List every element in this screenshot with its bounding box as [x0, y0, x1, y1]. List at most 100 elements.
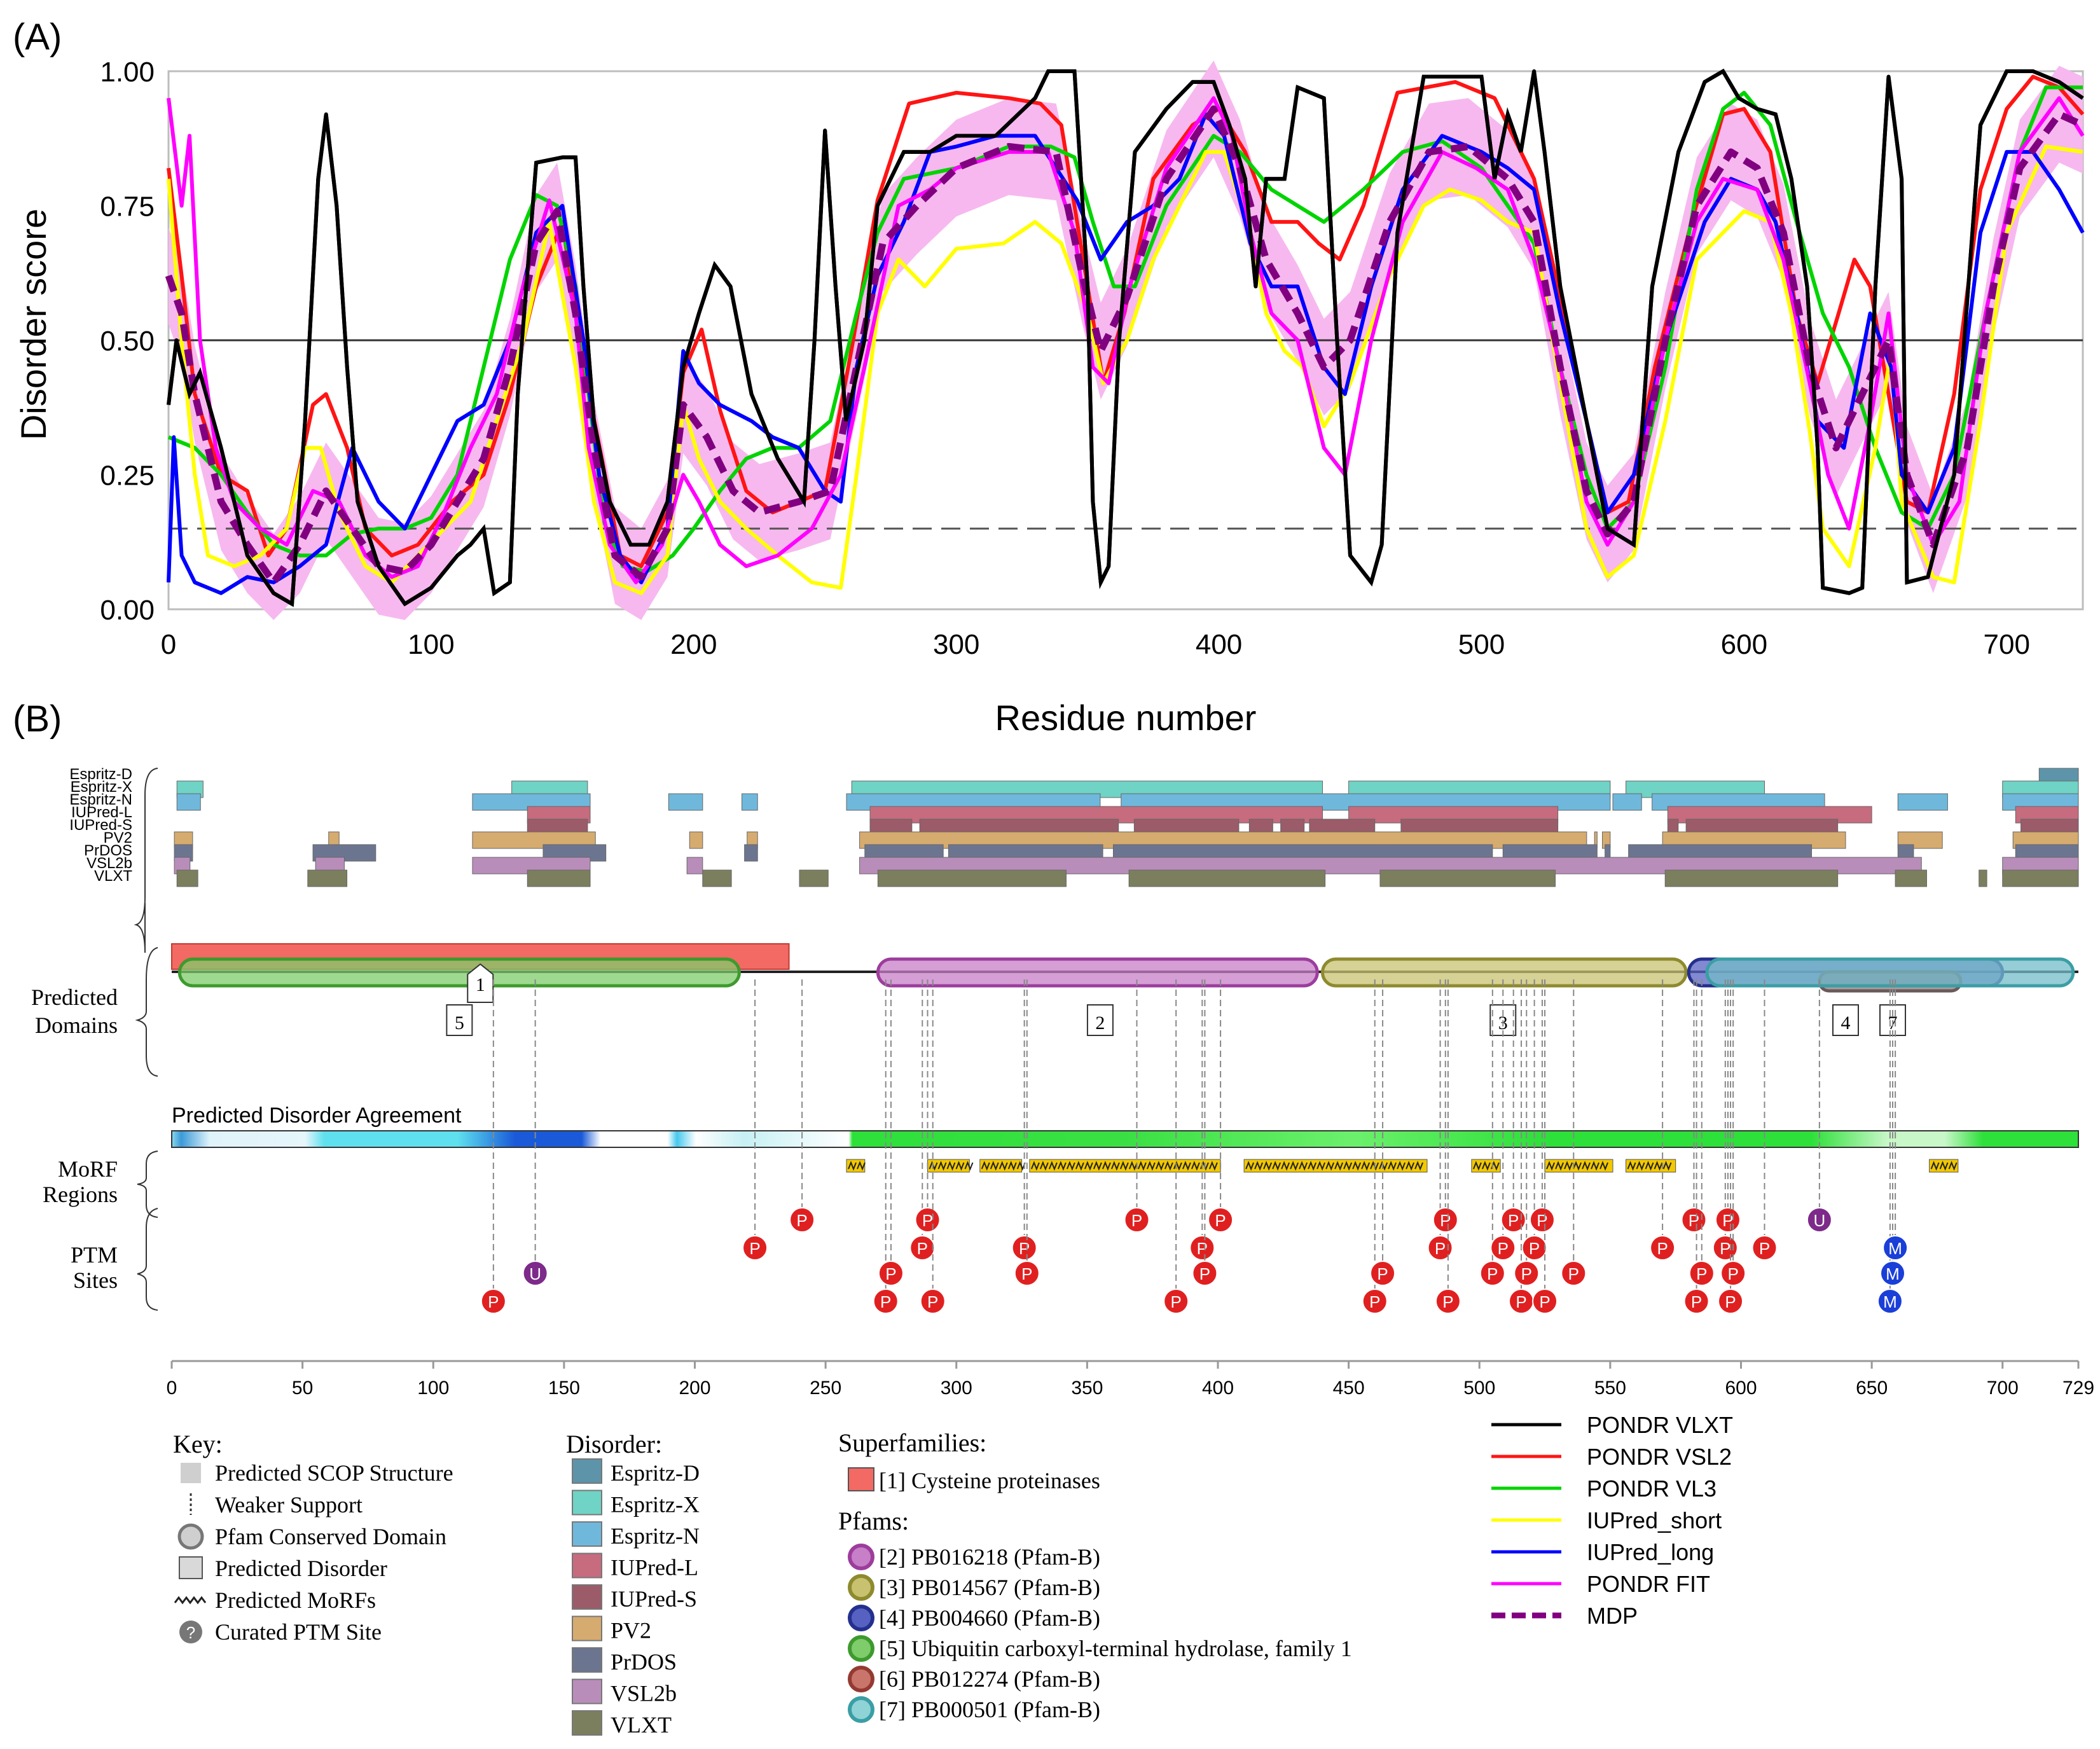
ptm-site-marker	[1718, 1289, 1744, 1314]
ptm-site-marker	[920, 1289, 946, 1314]
key-item-label: Curated PTM Site	[215, 1619, 382, 1645]
domains-bracket	[135, 947, 158, 1077]
ptm-site-marker	[1208, 1207, 1234, 1233]
disorder-swatch	[572, 1615, 602, 1642]
ptm-site-marker	[1514, 1261, 1540, 1286]
predictor-segment	[742, 793, 758, 811]
ptm-site-marker	[1432, 1207, 1458, 1233]
pfam-legend-entry: [7] PB000501 (Pfam-B)	[879, 1697, 1100, 1722]
domain-label-box	[446, 1004, 473, 1036]
x-tick-label: 500	[1458, 629, 1505, 660]
ptm-site-letter: U	[1813, 1211, 1825, 1230]
ptm-site-letter: M	[1883, 1292, 1897, 1311]
predictor-track-label: Espritz-X	[71, 778, 132, 796]
morf-zigzag	[981, 1161, 1026, 1171]
pfam-legend-entry: [6] PB012274 (Pfam-B)	[879, 1666, 1100, 1692]
ptm-site-letter: P	[1369, 1292, 1380, 1311]
predictor-segment	[176, 793, 201, 811]
ptm-site-letter: P	[1171, 1292, 1182, 1311]
predictor-track-label: VSL2b	[86, 855, 132, 872]
domain-label-box	[1832, 1004, 1859, 1036]
domains-label: Predicted	[31, 985, 118, 1010]
ptm-site-letter: P	[488, 1292, 499, 1311]
residue-axis-label: 700	[1987, 1378, 2019, 1399]
ptm-site-marker	[1011, 1235, 1037, 1261]
series-line-mdp	[165, 105, 2085, 586]
pfam-domain-2	[876, 957, 1319, 988]
ptm-site-letter: P	[1215, 1211, 1226, 1230]
residue-axis-label: 450	[1333, 1378, 1365, 1399]
disorder-swatch	[572, 1552, 602, 1579]
ptm-site-marker	[1163, 1289, 1189, 1314]
ptm-site-letter: P	[1759, 1239, 1770, 1258]
residue-axis-label: 150	[548, 1378, 580, 1399]
predictor-segment	[702, 869, 732, 887]
pfam-legend-entry: [5] Ubiquitin carboxyl-terminal hydrolas…	[879, 1636, 1352, 1661]
disorder-legend-entry: PrDOS	[611, 1649, 677, 1675]
predictor-track-label: IUPred-L	[71, 804, 132, 821]
ptm-bracket	[137, 1208, 158, 1311]
ptm-site-letter: P	[1537, 1211, 1547, 1230]
legend-entry: PONDR FIT	[1587, 1571, 1710, 1597]
ptm-site-letter: P	[1377, 1264, 1388, 1283]
family-legend: Superfamilies: Pfams: [1] Cysteine prote…	[838, 1428, 1352, 1723]
ptm-site-letter: P	[1440, 1211, 1451, 1230]
pfam-circle-icon	[177, 1523, 204, 1550]
disorder-legend-entry: Espritz-D	[611, 1460, 700, 1486]
legend-entry: PONDR VSL2	[1587, 1444, 1732, 1470]
predictor-segment	[689, 831, 703, 849]
disorder-swatch	[572, 1458, 602, 1484]
ptm-site-marker	[878, 1261, 904, 1286]
disorder-agreement-bar	[171, 1130, 2079, 1148]
predictor-segment	[307, 869, 348, 887]
x-tick-label: 300	[933, 629, 979, 660]
ptm-site-letter: P	[1727, 1264, 1738, 1283]
disorder-swatch	[572, 1678, 602, 1704]
ptm-site-letter: P	[1021, 1264, 1032, 1283]
domain-label-number: 5	[455, 1013, 464, 1034]
residue-axis-label: 250	[810, 1378, 841, 1399]
residue-axis-label: 200	[679, 1378, 710, 1399]
predictor-segment	[1897, 831, 1943, 849]
morf-region	[1029, 1159, 1221, 1173]
ptm-site-marker	[1490, 1235, 1516, 1261]
residue-axis-label: 300	[941, 1378, 972, 1399]
ptm-site-marker	[1370, 1261, 1396, 1286]
pfam-swatch	[848, 1605, 874, 1631]
pfam-legend-entry: [4] PB004660 (Pfam-B)	[879, 1605, 1100, 1631]
morf-zigzag	[1930, 1161, 1958, 1171]
ptm-site-letter: P	[1516, 1292, 1526, 1311]
series-line-iupred-long	[167, 112, 2085, 595]
residue-axis-label: 0	[167, 1378, 177, 1399]
ptm-site-marker	[909, 1235, 936, 1261]
ptm-site-marker	[1877, 1289, 1903, 1314]
disorder-swatch	[572, 1490, 602, 1516]
legend-entry: IUPred_short	[1587, 1507, 1722, 1533]
key-item-label: Predicted Disorder	[215, 1556, 387, 1581]
residue-axis-label: 729	[2062, 1378, 2094, 1399]
key-item-label: Predicted SCOP Structure	[215, 1460, 453, 1486]
disorder-swatch	[572, 1647, 602, 1673]
scop-square-icon	[181, 1463, 201, 1483]
ptm-site-marker	[789, 1207, 815, 1233]
disorder-legend-title: Disorder:	[566, 1430, 662, 1458]
ptm-site-marker	[1681, 1207, 1707, 1233]
pfam-domain-5	[177, 957, 741, 988]
line-legend: PONDR VLXT PONDR VSL2 PONDR VL3 IUPred_shor…	[1491, 1412, 1733, 1629]
ptm-site-marker	[915, 1207, 941, 1233]
y-tick-label: 0.75	[100, 191, 155, 223]
ptm-site-letter: P	[1019, 1239, 1030, 1258]
legend-entry: PONDR VLXT	[1587, 1412, 1733, 1438]
ptm-label: Sites	[73, 1268, 118, 1293]
residue-axis-label: 100	[417, 1378, 449, 1399]
panel-b-label: (B)	[13, 698, 62, 740]
predictor-segment	[744, 844, 758, 862]
disorder-legend-entry: IUPred-L	[611, 1555, 698, 1580]
pfam-legend-title: Pfams:	[838, 1507, 909, 1535]
pfam-legend-entry: [2] PB016218 (Pfam-B)	[879, 1544, 1100, 1570]
pfam-domain-3	[1320, 957, 1688, 988]
residue-axis-label: 50	[292, 1378, 313, 1399]
ptm-site-marker	[1650, 1235, 1676, 1261]
ptm-site-marker	[1532, 1289, 1558, 1314]
predictor-segment	[799, 869, 829, 887]
